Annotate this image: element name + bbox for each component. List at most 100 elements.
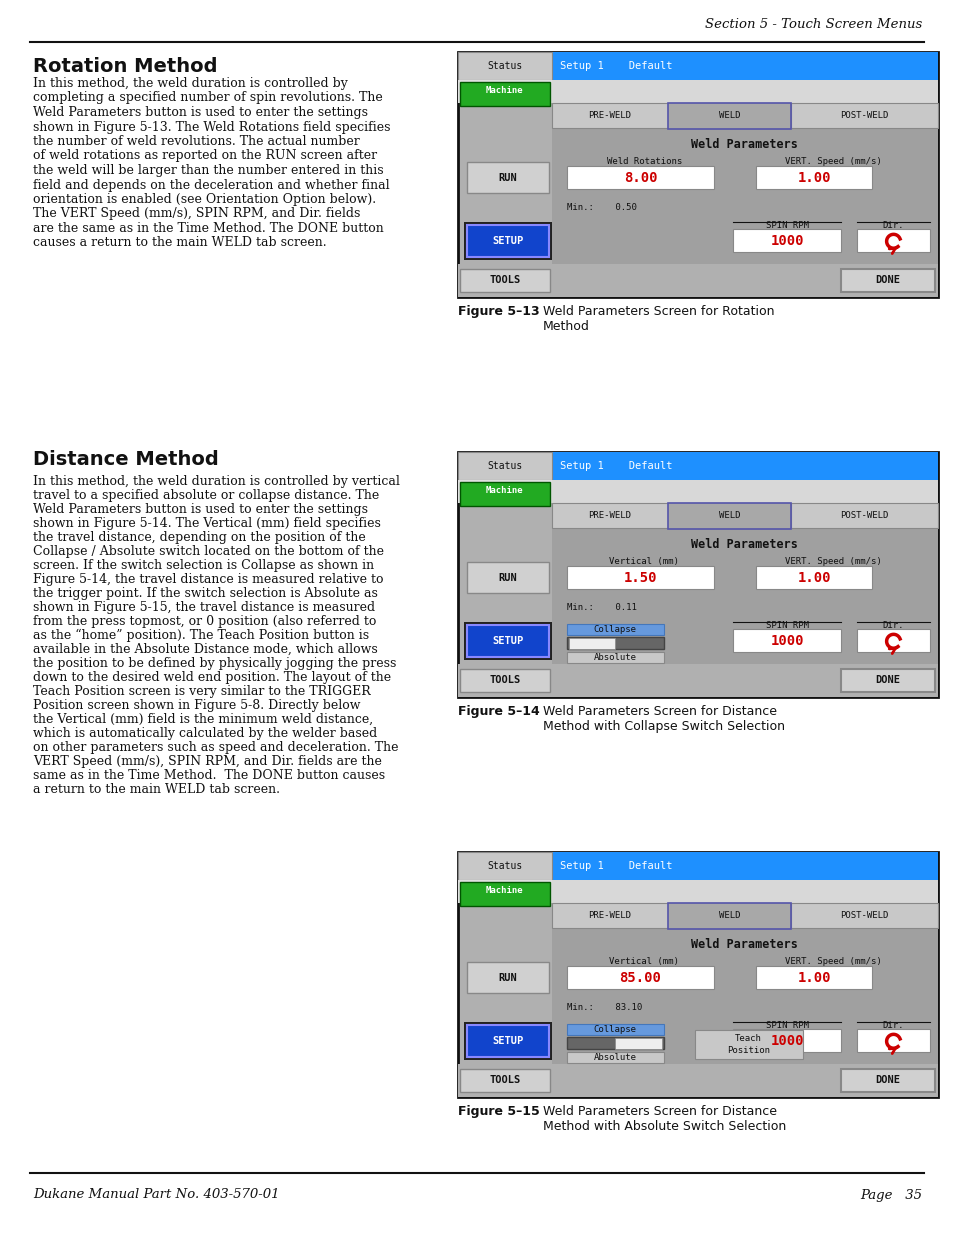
Text: the travel distance, depending on the position of the: the travel distance, depending on the po… xyxy=(33,531,365,543)
Bar xyxy=(466,225,548,257)
Bar xyxy=(459,1070,549,1092)
Text: Absolute: Absolute xyxy=(593,653,637,662)
Text: Weld Parameters Screen for Rotation
Method: Weld Parameters Screen for Rotation Meth… xyxy=(542,305,774,333)
Text: Setup 1    Default: Setup 1 Default xyxy=(559,61,672,72)
Bar xyxy=(566,966,713,989)
Bar xyxy=(566,625,663,635)
Text: causes a return to the main WELD tab screen.: causes a return to the main WELD tab scr… xyxy=(33,236,326,249)
Bar xyxy=(568,637,615,648)
Bar xyxy=(551,104,667,128)
Text: Machine: Machine xyxy=(485,86,523,95)
Text: screen. If the switch selection is Collapse as shown in: screen. If the switch selection is Colla… xyxy=(33,559,374,572)
Text: Figure 5–13: Figure 5–13 xyxy=(457,305,539,317)
Bar xyxy=(459,882,549,905)
Bar xyxy=(459,82,549,105)
Bar xyxy=(463,221,552,261)
Text: Collapse: Collapse xyxy=(593,1025,637,1035)
Text: Distance Method: Distance Method xyxy=(33,450,218,469)
Text: 1.50: 1.50 xyxy=(623,571,657,584)
Bar xyxy=(457,664,937,697)
Text: 1.00: 1.00 xyxy=(797,170,830,184)
Text: VERT Speed (mm/s), SPIN RPM, and Dir. fields are the: VERT Speed (mm/s), SPIN RPM, and Dir. fi… xyxy=(33,755,381,768)
Bar xyxy=(457,852,937,1097)
Text: Setup 1    Default: Setup 1 Default xyxy=(559,461,672,471)
Text: Weld Parameters Screen for Distance
Method with Absolute Switch Selection: Weld Parameters Screen for Distance Meth… xyxy=(542,1105,785,1132)
Bar xyxy=(457,1063,937,1097)
Text: VERT. Speed (mm/s): VERT. Speed (mm/s) xyxy=(784,957,882,967)
Text: SPIN RPM: SPIN RPM xyxy=(765,1020,808,1030)
Text: POST-WELD: POST-WELD xyxy=(840,111,888,120)
Text: SETUP: SETUP xyxy=(492,636,523,646)
Text: TOOLS: TOOLS xyxy=(489,275,520,285)
Bar xyxy=(733,630,841,652)
Text: Collapse: Collapse xyxy=(593,625,637,635)
Bar xyxy=(566,637,663,650)
Bar xyxy=(756,566,871,589)
Bar xyxy=(551,904,667,927)
Text: Rotation Method: Rotation Method xyxy=(33,57,217,77)
Bar xyxy=(551,128,937,264)
Bar xyxy=(566,1025,663,1035)
Text: Min.:    0.11: Min.: 0.11 xyxy=(566,603,637,613)
Text: Dir.: Dir. xyxy=(882,621,903,630)
Bar xyxy=(463,621,552,659)
Bar xyxy=(551,527,937,664)
Text: PRE-WELD: PRE-WELD xyxy=(587,911,630,920)
Bar xyxy=(457,480,551,504)
Bar xyxy=(466,625,548,657)
Bar xyxy=(457,881,551,904)
Text: Min.:    0.50: Min.: 0.50 xyxy=(566,203,637,212)
Bar xyxy=(459,669,549,692)
Text: Figure 5-14, the travel distance is measured relative to: Figure 5-14, the travel distance is meas… xyxy=(33,573,383,585)
Text: Setup 1    Default: Setup 1 Default xyxy=(559,861,672,871)
Bar xyxy=(790,104,937,128)
Bar xyxy=(856,230,929,252)
Text: are the same as in the Time Method. The DONE button: are the same as in the Time Method. The … xyxy=(33,222,383,235)
Text: WELD: WELD xyxy=(718,511,740,520)
Text: 85.00: 85.00 xyxy=(618,971,660,984)
Bar xyxy=(667,904,790,929)
Text: Dir.: Dir. xyxy=(882,1020,903,1030)
Text: DONE: DONE xyxy=(875,1076,900,1086)
Text: Figure 5–14: Figure 5–14 xyxy=(457,705,539,718)
Text: TOOLS: TOOLS xyxy=(489,1076,520,1086)
Bar xyxy=(457,452,551,480)
Bar xyxy=(856,630,929,652)
Text: shown in Figure 5-14. The Vertical (mm) field specifies: shown in Figure 5-14. The Vertical (mm) … xyxy=(33,517,380,530)
Text: Weld Parameters button is used to enter the settings: Weld Parameters button is used to enter … xyxy=(33,503,368,516)
Text: The VERT Speed (mm/s), SPIN RPM, and Dir. fields: The VERT Speed (mm/s), SPIN RPM, and Dir… xyxy=(33,207,360,221)
Text: Weld Parameters Screen for Distance
Method with Collapse Switch Selection: Weld Parameters Screen for Distance Meth… xyxy=(542,705,784,734)
Bar xyxy=(841,1070,934,1092)
Text: TOOLS: TOOLS xyxy=(489,676,520,685)
Bar xyxy=(733,230,841,252)
Bar xyxy=(551,504,667,527)
Text: a return to the main WELD tab screen.: a return to the main WELD tab screen. xyxy=(33,783,280,797)
Text: completing a specified number of spin revolutions. The: completing a specified number of spin re… xyxy=(33,91,382,105)
Bar xyxy=(790,504,937,527)
Text: Weld Rotations: Weld Rotations xyxy=(606,157,681,167)
Text: In this method, the weld duration is controlled by vertical: In this method, the weld duration is con… xyxy=(33,475,399,488)
Bar xyxy=(463,1021,552,1060)
Bar xyxy=(841,669,934,692)
Bar xyxy=(457,852,551,881)
Text: 1.00: 1.00 xyxy=(797,571,830,584)
Text: SPIN RPM: SPIN RPM xyxy=(765,221,808,230)
Text: on other parameters such as speed and deceleration. The: on other parameters such as speed and de… xyxy=(33,741,398,755)
Text: which is automatically calculated by the welder based: which is automatically calculated by the… xyxy=(33,727,376,740)
Text: the weld will be larger than the number entered in this: the weld will be larger than the number … xyxy=(33,164,383,177)
Bar xyxy=(551,52,937,80)
Text: 1000: 1000 xyxy=(770,233,803,248)
Bar xyxy=(457,264,937,296)
Text: the position to be defined by physically jogging the press: the position to be defined by physically… xyxy=(33,657,395,671)
Bar xyxy=(459,482,549,505)
Text: PRE-WELD: PRE-WELD xyxy=(587,511,630,520)
Text: the trigger point. If the switch selection is Absolute as: the trigger point. If the switch selecti… xyxy=(33,587,377,600)
Bar xyxy=(566,566,713,589)
Text: Machine: Machine xyxy=(485,887,523,895)
Text: from the press topmost, or 0 position (also referred to: from the press topmost, or 0 position (a… xyxy=(33,615,376,629)
Text: Status: Status xyxy=(487,461,522,471)
Bar xyxy=(551,80,937,104)
Bar xyxy=(856,1029,929,1052)
Text: orientation is enabled (see Orientation Option below).: orientation is enabled (see Orientation … xyxy=(33,193,375,206)
Bar xyxy=(615,1037,661,1049)
